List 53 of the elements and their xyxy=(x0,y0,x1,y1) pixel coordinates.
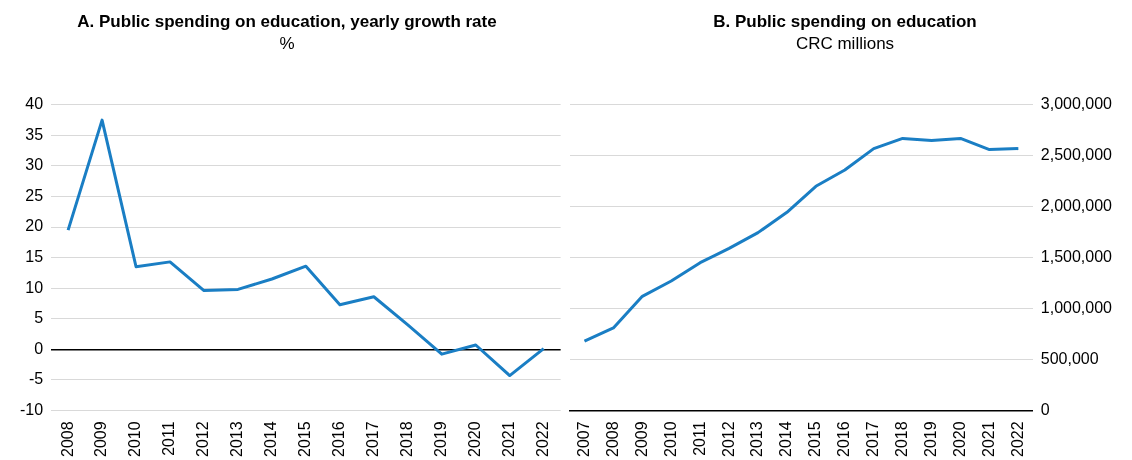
x-tick-label: 2017 xyxy=(864,421,882,457)
x-tick-label: 2015 xyxy=(296,421,314,457)
chart-subtitle: % xyxy=(279,34,295,54)
y-tick-label: -5 xyxy=(28,370,44,388)
x-tick-label: 2019 xyxy=(921,421,939,457)
y-tick-label: 35 xyxy=(25,125,44,143)
x-tick-label: 2012 xyxy=(719,421,737,457)
x-tick-label: 2008 xyxy=(58,421,76,457)
y2-tick-label: 1,000,000 xyxy=(1040,298,1113,316)
x-tick-label: 2021 xyxy=(979,421,997,457)
y-tick-label: 40 xyxy=(25,95,44,113)
y-tick-label: 15 xyxy=(25,248,44,266)
y2-tick-label: 1,500,000 xyxy=(1040,248,1113,266)
x-tick-label: 2020 xyxy=(950,421,968,457)
x-tick-label: 2009 xyxy=(92,421,110,457)
x-tick-label: 2013 xyxy=(228,421,246,457)
x-tick-label: 2014 xyxy=(262,421,280,457)
x-tick-label: 2013 xyxy=(748,421,766,457)
y-tick-label: 10 xyxy=(25,278,44,296)
x-tick-label: 2008 xyxy=(603,421,621,457)
chart-title: A. Public spending on education, yearly growth rate xyxy=(77,11,497,31)
y2-tick-label: 2,000,000 xyxy=(1040,197,1113,215)
x-tick-label: 2007 xyxy=(574,421,592,457)
x-tick-label: 2016 xyxy=(330,421,348,457)
x-tick-label: 2012 xyxy=(194,421,212,457)
y-tick-label: 5 xyxy=(34,309,44,327)
y-tick-label: 0 xyxy=(34,339,44,357)
x-tick-label: 2015 xyxy=(806,421,824,457)
chart-title: B. Public spending on education xyxy=(713,11,977,31)
y-tick-label: 30 xyxy=(25,156,44,174)
x-tick-label: 2014 xyxy=(777,421,795,457)
x-tick-label: 2022 xyxy=(534,421,552,457)
x-tick-label: 2020 xyxy=(466,421,484,457)
y-tick-label: -10 xyxy=(20,400,44,418)
y2-tick-label: 0 xyxy=(1040,400,1050,418)
x-tick-label: 2009 xyxy=(632,421,650,457)
y2-tick-label: 3,000,000 xyxy=(1040,95,1113,113)
chart-subtitle: CRC millions xyxy=(795,34,895,54)
x-tick-label: 2010 xyxy=(661,421,679,457)
y-tick-label: 25 xyxy=(25,186,44,204)
x-tick-label: 2021 xyxy=(500,421,518,457)
x-tick-label: 2022 xyxy=(1008,421,1026,457)
x-tick-label: 2018 xyxy=(893,421,911,457)
x-tick-label: 2011 xyxy=(690,421,708,456)
x-tick-label: 2016 xyxy=(835,421,853,457)
x-tick-label: 2010 xyxy=(126,421,144,457)
x-tick-label: 2019 xyxy=(432,421,450,457)
y2-tick-label: 500,000 xyxy=(1040,349,1099,367)
x-tick-label: 2017 xyxy=(364,421,382,457)
x-tick-label: 2011 xyxy=(160,421,178,456)
x-tick-label: 2018 xyxy=(398,421,416,457)
y2-tick-label: 2,500,000 xyxy=(1040,146,1113,164)
y-tick-label: 20 xyxy=(25,217,44,235)
